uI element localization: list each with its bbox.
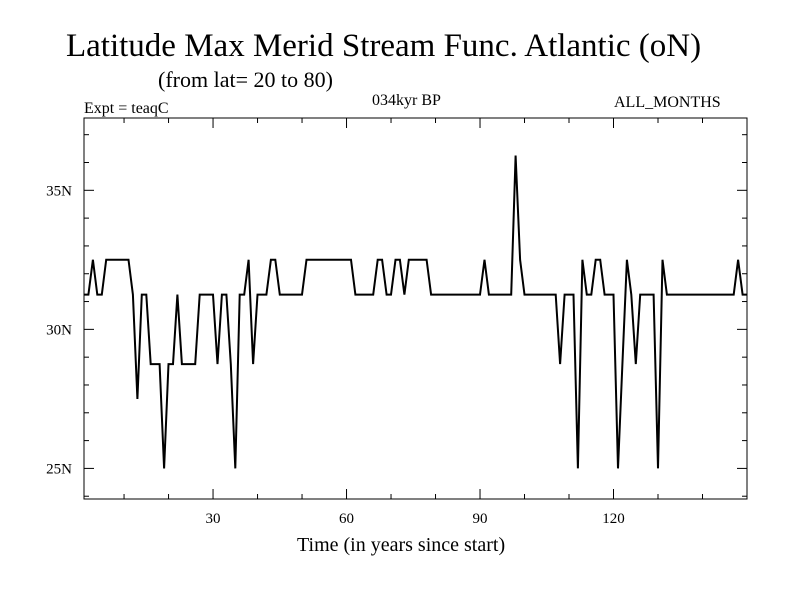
months-label: ALL_MONTHS (614, 94, 721, 111)
axis-ticks (84, 118, 747, 499)
x-tick-label: 120 (602, 511, 625, 527)
experiment-label: Expt = teaqC (84, 100, 169, 117)
plot-frame (83, 117, 748, 500)
series-line (84, 155, 747, 469)
chart-title: Latitude Max Merid Stream Func. Atlantic… (66, 28, 702, 64)
y-tick-label: 35N (46, 183, 72, 199)
x-tick-label: 60 (339, 511, 354, 527)
period-label: 034kyr BP (372, 92, 441, 109)
y-tick-label: 30N (46, 322, 72, 338)
x-tick-label: 90 (473, 511, 488, 527)
x-axis-label: Time (in years since start) (297, 534, 506, 556)
chart-subtitle: (from lat= 20 to 80) (158, 67, 333, 92)
axis-tick-labels: 30 60 90 120 25N 30N 35N (46, 183, 625, 527)
x-tick-label: 30 (206, 511, 221, 527)
y-tick-label: 25N (46, 461, 72, 477)
